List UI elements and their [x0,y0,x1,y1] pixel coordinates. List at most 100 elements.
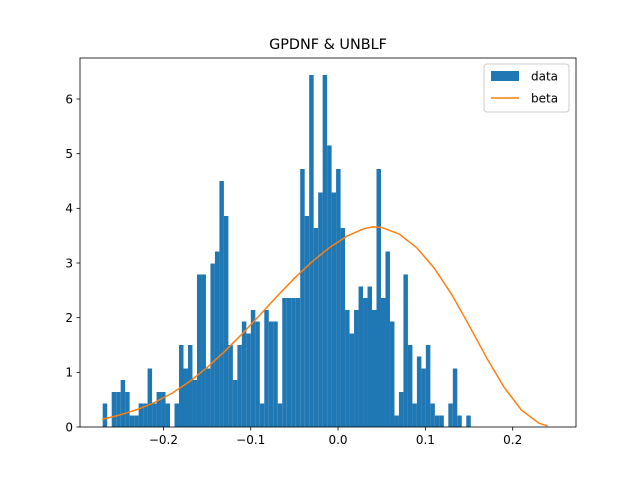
histogram-bar [102,403,108,427]
histogram-bar [304,215,310,427]
histogram-bar [286,297,292,427]
histogram-bar [354,310,359,427]
histogram-bar [120,379,126,427]
y-tick-label: 2 [65,311,73,325]
histogram-bar [214,251,220,427]
histogram-bar [134,415,139,427]
histogram-bar [412,403,417,427]
histogram-bar [358,286,364,427]
histogram-bar [318,192,323,427]
histogram-bar [394,415,399,427]
histogram-bar [340,228,346,427]
histogram-bar [161,392,166,427]
histogram-bar [457,415,462,427]
histogram-bar [183,368,188,427]
y-tick-label: 5 [65,147,73,161]
series-lines [102,226,548,427]
histogram-bar [313,228,319,427]
histogram-bar [407,345,413,427]
histogram-bar [452,368,458,427]
histogram-bar [205,368,211,427]
histogram-bar [232,379,238,427]
histogram-bar [425,345,431,427]
histogram-bar [219,181,224,427]
histogram-bar [210,263,215,427]
histogram-bar [179,345,184,427]
histogram-bar [331,192,337,427]
histogram-bar [363,297,368,427]
histogram-bar [111,392,117,427]
histogram-bar [421,368,426,427]
histogram-bar [398,392,404,427]
x-tick-label: −0.1 [236,433,265,447]
legend-label-data: data [531,70,558,84]
x-axis: −0.2 −0.1 0.0 0.1 0.2 [149,427,522,447]
histogram-bar [349,333,355,427]
histogram-bar [129,415,135,427]
x-tick-label: 0.0 [328,433,347,447]
histogram-bar [282,297,287,427]
histogram-bar [439,415,444,427]
y-tick-label: 3 [65,256,73,270]
histogram-bar [295,297,301,427]
histogram-bar [143,403,148,427]
histogram-bar [138,403,144,427]
y-axis: 0 1 2 3 4 5 6 [65,92,80,434]
y-tick-label: 1 [65,366,73,380]
series-line-beta [102,226,548,427]
histogram-bar [255,321,260,427]
histogram-bar [367,286,373,427]
legend: data beta [483,63,570,113]
legend-label-beta: beta [531,92,558,106]
histogram-bar [246,333,251,427]
x-tick-label: 0.2 [503,433,522,447]
histogram-bar [273,321,278,427]
x-tick-label: −0.2 [149,433,178,447]
histogram-bar [196,274,202,427]
x-tick-label: 0.1 [416,433,435,447]
histogram-bars [102,74,471,428]
histogram-bar [268,321,274,427]
histogram-bar [277,403,283,427]
histogram-bar [125,392,130,427]
histogram-bar [259,403,265,427]
histogram-bar [403,274,408,427]
histogram-bar [241,321,247,427]
histogram-bar [372,310,377,427]
histogram-bar [187,345,193,427]
histogram-bar [147,368,153,427]
histogram-bar [336,168,341,427]
histogram-bar [174,403,180,427]
histogram-bar [228,345,233,427]
histogram-bar [448,403,453,427]
histogram-bar [309,74,314,428]
histogram-bar [389,321,395,427]
histogram-bar [376,168,381,427]
histogram-bar [327,145,332,427]
histogram-bar [237,345,242,427]
legend-swatch-data [491,71,519,81]
histogram-bar [385,251,390,427]
histogram-bar [250,310,256,427]
plot-frame [79,57,577,428]
histogram-bar [223,215,229,427]
y-tick-label: 4 [65,202,73,216]
histogram-bar [466,415,471,427]
histogram-bar [192,379,197,427]
histogram-bar [380,297,386,427]
histogram-bar [152,403,157,427]
histogram-bar [345,310,350,427]
histogram-bar [300,168,305,427]
histogram-bar [430,403,435,427]
y-tick-label: 6 [65,92,73,106]
histogram-bar [156,392,162,427]
histogram-bar [165,403,171,427]
histogram-bar [201,274,206,427]
histogram-bar [416,356,422,427]
y-tick-label: 0 [65,420,73,434]
histogram-bar [291,297,296,427]
chart-title: GPDNF & UNBLF [269,37,387,53]
histogram-bar [116,392,121,427]
histogram-bar [264,310,269,427]
